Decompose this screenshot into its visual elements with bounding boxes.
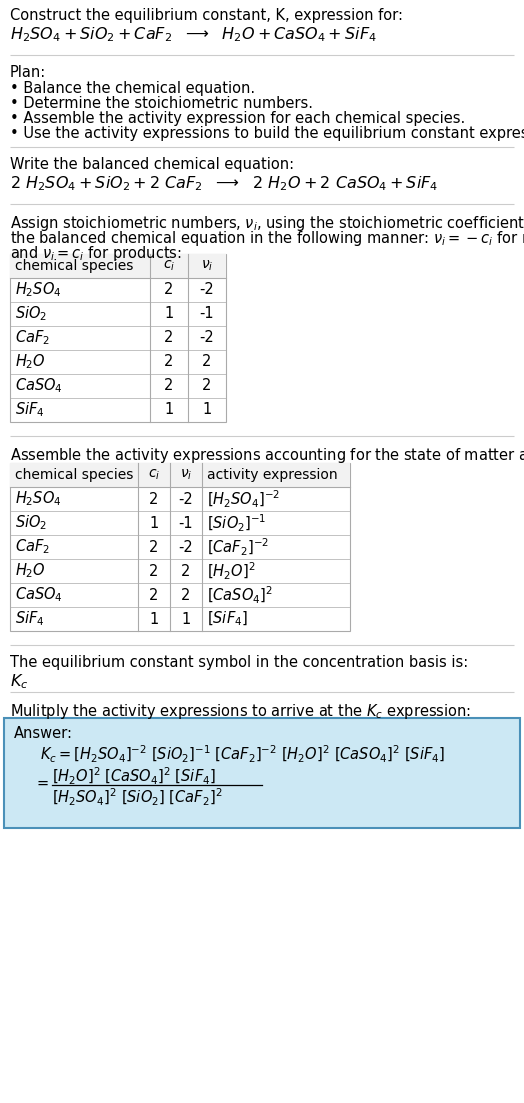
- Text: 1: 1: [149, 611, 159, 627]
- Text: 1: 1: [165, 403, 173, 418]
- Text: $[SiO_2]^{-1}$: $[SiO_2]^{-1}$: [207, 513, 267, 534]
- Text: Write the balanced chemical equation:: Write the balanced chemical equation:: [10, 157, 294, 172]
- Text: -2: -2: [200, 331, 214, 345]
- Text: $[SiF_4]$: $[SiF_4]$: [207, 610, 248, 629]
- Text: $=$: $=$: [34, 774, 49, 790]
- Text: -1: -1: [179, 515, 193, 531]
- Text: $CaF_2$: $CaF_2$: [15, 537, 50, 556]
- Bar: [4, 718, 520, 828]
- Text: $CaSO_4$: $CaSO_4$: [15, 586, 63, 604]
- Text: $[CaF_2]^{-2}$: $[CaF_2]^{-2}$: [207, 536, 269, 557]
- Text: The equilibrium constant symbol in the concentration basis is:: The equilibrium constant symbol in the c…: [10, 655, 468, 670]
- Text: $c_i$: $c_i$: [163, 259, 175, 274]
- Text: $K_c = [H_2SO_4]^{-2}\ [SiO_2]^{-1}\ [CaF_2]^{-2}\ [H_2O]^2\ [CaSO_4]^2\ [SiF_4]: $K_c = [H_2SO_4]^{-2}\ [SiO_2]^{-1}\ [Ca…: [40, 745, 445, 765]
- Text: 2: 2: [181, 588, 191, 602]
- Text: $CaF_2$: $CaF_2$: [15, 329, 50, 347]
- Text: $[CaSO_4]^2$: $[CaSO_4]^2$: [207, 585, 273, 606]
- Text: $H_2O$: $H_2O$: [15, 561, 46, 580]
- Text: activity expression: activity expression: [207, 468, 337, 482]
- Text: Construct the equilibrium constant, K, expression for:: Construct the equilibrium constant, K, e…: [10, 8, 403, 23]
- Text: 2: 2: [165, 331, 173, 345]
- Text: $[H_2SO_4]^2\ [SiO_2]\ [CaF_2]^2$: $[H_2SO_4]^2\ [SiO_2]\ [CaF_2]^2$: [52, 788, 223, 808]
- Text: 2: 2: [149, 492, 159, 506]
- Text: $K_c$: $K_c$: [10, 672, 28, 690]
- Text: 2: 2: [165, 354, 173, 370]
- Text: 2: 2: [165, 378, 173, 394]
- Text: 2: 2: [149, 588, 159, 602]
- Text: -2: -2: [179, 492, 193, 506]
- Text: $\nu_i$: $\nu_i$: [180, 468, 192, 482]
- Text: $H_2SO_4$: $H_2SO_4$: [15, 490, 62, 508]
- Text: 1: 1: [181, 611, 191, 627]
- Text: 2: 2: [181, 564, 191, 578]
- Text: • Use the activity expressions to build the equilibrium constant expression.: • Use the activity expressions to build …: [10, 126, 524, 141]
- Text: • Determine the stoichiometric numbers.: • Determine the stoichiometric numbers.: [10, 96, 313, 111]
- Text: chemical species: chemical species: [15, 468, 134, 482]
- Bar: [10, 463, 350, 631]
- Text: $SiF_4$: $SiF_4$: [15, 400, 45, 419]
- Text: $H_2O$: $H_2O$: [15, 353, 46, 372]
- Text: -2: -2: [200, 282, 214, 298]
- Text: • Balance the chemical equation.: • Balance the chemical equation.: [10, 81, 255, 96]
- Text: 2: 2: [165, 282, 173, 298]
- Text: $[H_2O]^2\ [CaSO_4]^2\ [SiF_4]$: $[H_2O]^2\ [CaSO_4]^2\ [SiF_4]$: [52, 765, 216, 788]
- Text: the balanced chemical equation in the following manner: $\nu_i = -c_i$ for react: the balanced chemical equation in the fo…: [10, 229, 524, 248]
- Text: 2: 2: [149, 539, 159, 555]
- Bar: [10, 254, 226, 278]
- Text: $2\ H_2SO_4 + SiO_2 + 2\ CaF_2\ \ \longrightarrow\ \ 2\ H_2O + 2\ CaSO_4 + SiF_4: $2\ H_2SO_4 + SiO_2 + 2\ CaF_2\ \ \longr…: [10, 174, 438, 193]
- Text: Assemble the activity expressions accounting for the state of matter and $\nu_i$: Assemble the activity expressions accoun…: [10, 446, 524, 465]
- Text: $H_2SO_4 + SiO_2 + CaF_2\ \ \longrightarrow\ \ H_2O + CaSO_4 + SiF_4$: $H_2SO_4 + SiO_2 + CaF_2\ \ \longrightar…: [10, 25, 377, 44]
- Text: $SiO_2$: $SiO_2$: [15, 514, 47, 533]
- Text: 1: 1: [165, 307, 173, 321]
- Text: Assign stoichiometric numbers, $\nu_i$, using the stoichiometric coefficients, $: Assign stoichiometric numbers, $\nu_i$, …: [10, 214, 524, 233]
- Text: • Assemble the activity expression for each chemical species.: • Assemble the activity expression for e…: [10, 111, 465, 126]
- Text: $c_i$: $c_i$: [148, 468, 160, 482]
- Text: 1: 1: [149, 515, 159, 531]
- Text: and $\nu_i = c_i$ for products:: and $\nu_i = c_i$ for products:: [10, 244, 182, 263]
- Text: $SiF_4$: $SiF_4$: [15, 610, 45, 629]
- Text: -1: -1: [200, 307, 214, 321]
- Text: $CaSO_4$: $CaSO_4$: [15, 376, 63, 395]
- Text: Plan:: Plan:: [10, 65, 46, 81]
- Bar: [10, 463, 350, 488]
- Text: Answer:: Answer:: [14, 726, 73, 741]
- Text: 1: 1: [202, 403, 212, 418]
- Text: chemical species: chemical species: [15, 259, 134, 274]
- Text: Mulitply the activity expressions to arrive at the $K_c$ expression:: Mulitply the activity expressions to arr…: [10, 702, 471, 721]
- Text: $\nu_i$: $\nu_i$: [201, 259, 213, 274]
- Text: $[H_2O]^2$: $[H_2O]^2$: [207, 560, 255, 581]
- Text: 2: 2: [149, 564, 159, 578]
- Text: 2: 2: [202, 378, 212, 394]
- Bar: [10, 254, 226, 422]
- Text: -2: -2: [179, 539, 193, 555]
- Text: 2: 2: [202, 354, 212, 370]
- Text: $SiO_2$: $SiO_2$: [15, 304, 47, 323]
- Text: $H_2SO_4$: $H_2SO_4$: [15, 280, 62, 299]
- Text: $[H_2SO_4]^{-2}$: $[H_2SO_4]^{-2}$: [207, 489, 280, 510]
